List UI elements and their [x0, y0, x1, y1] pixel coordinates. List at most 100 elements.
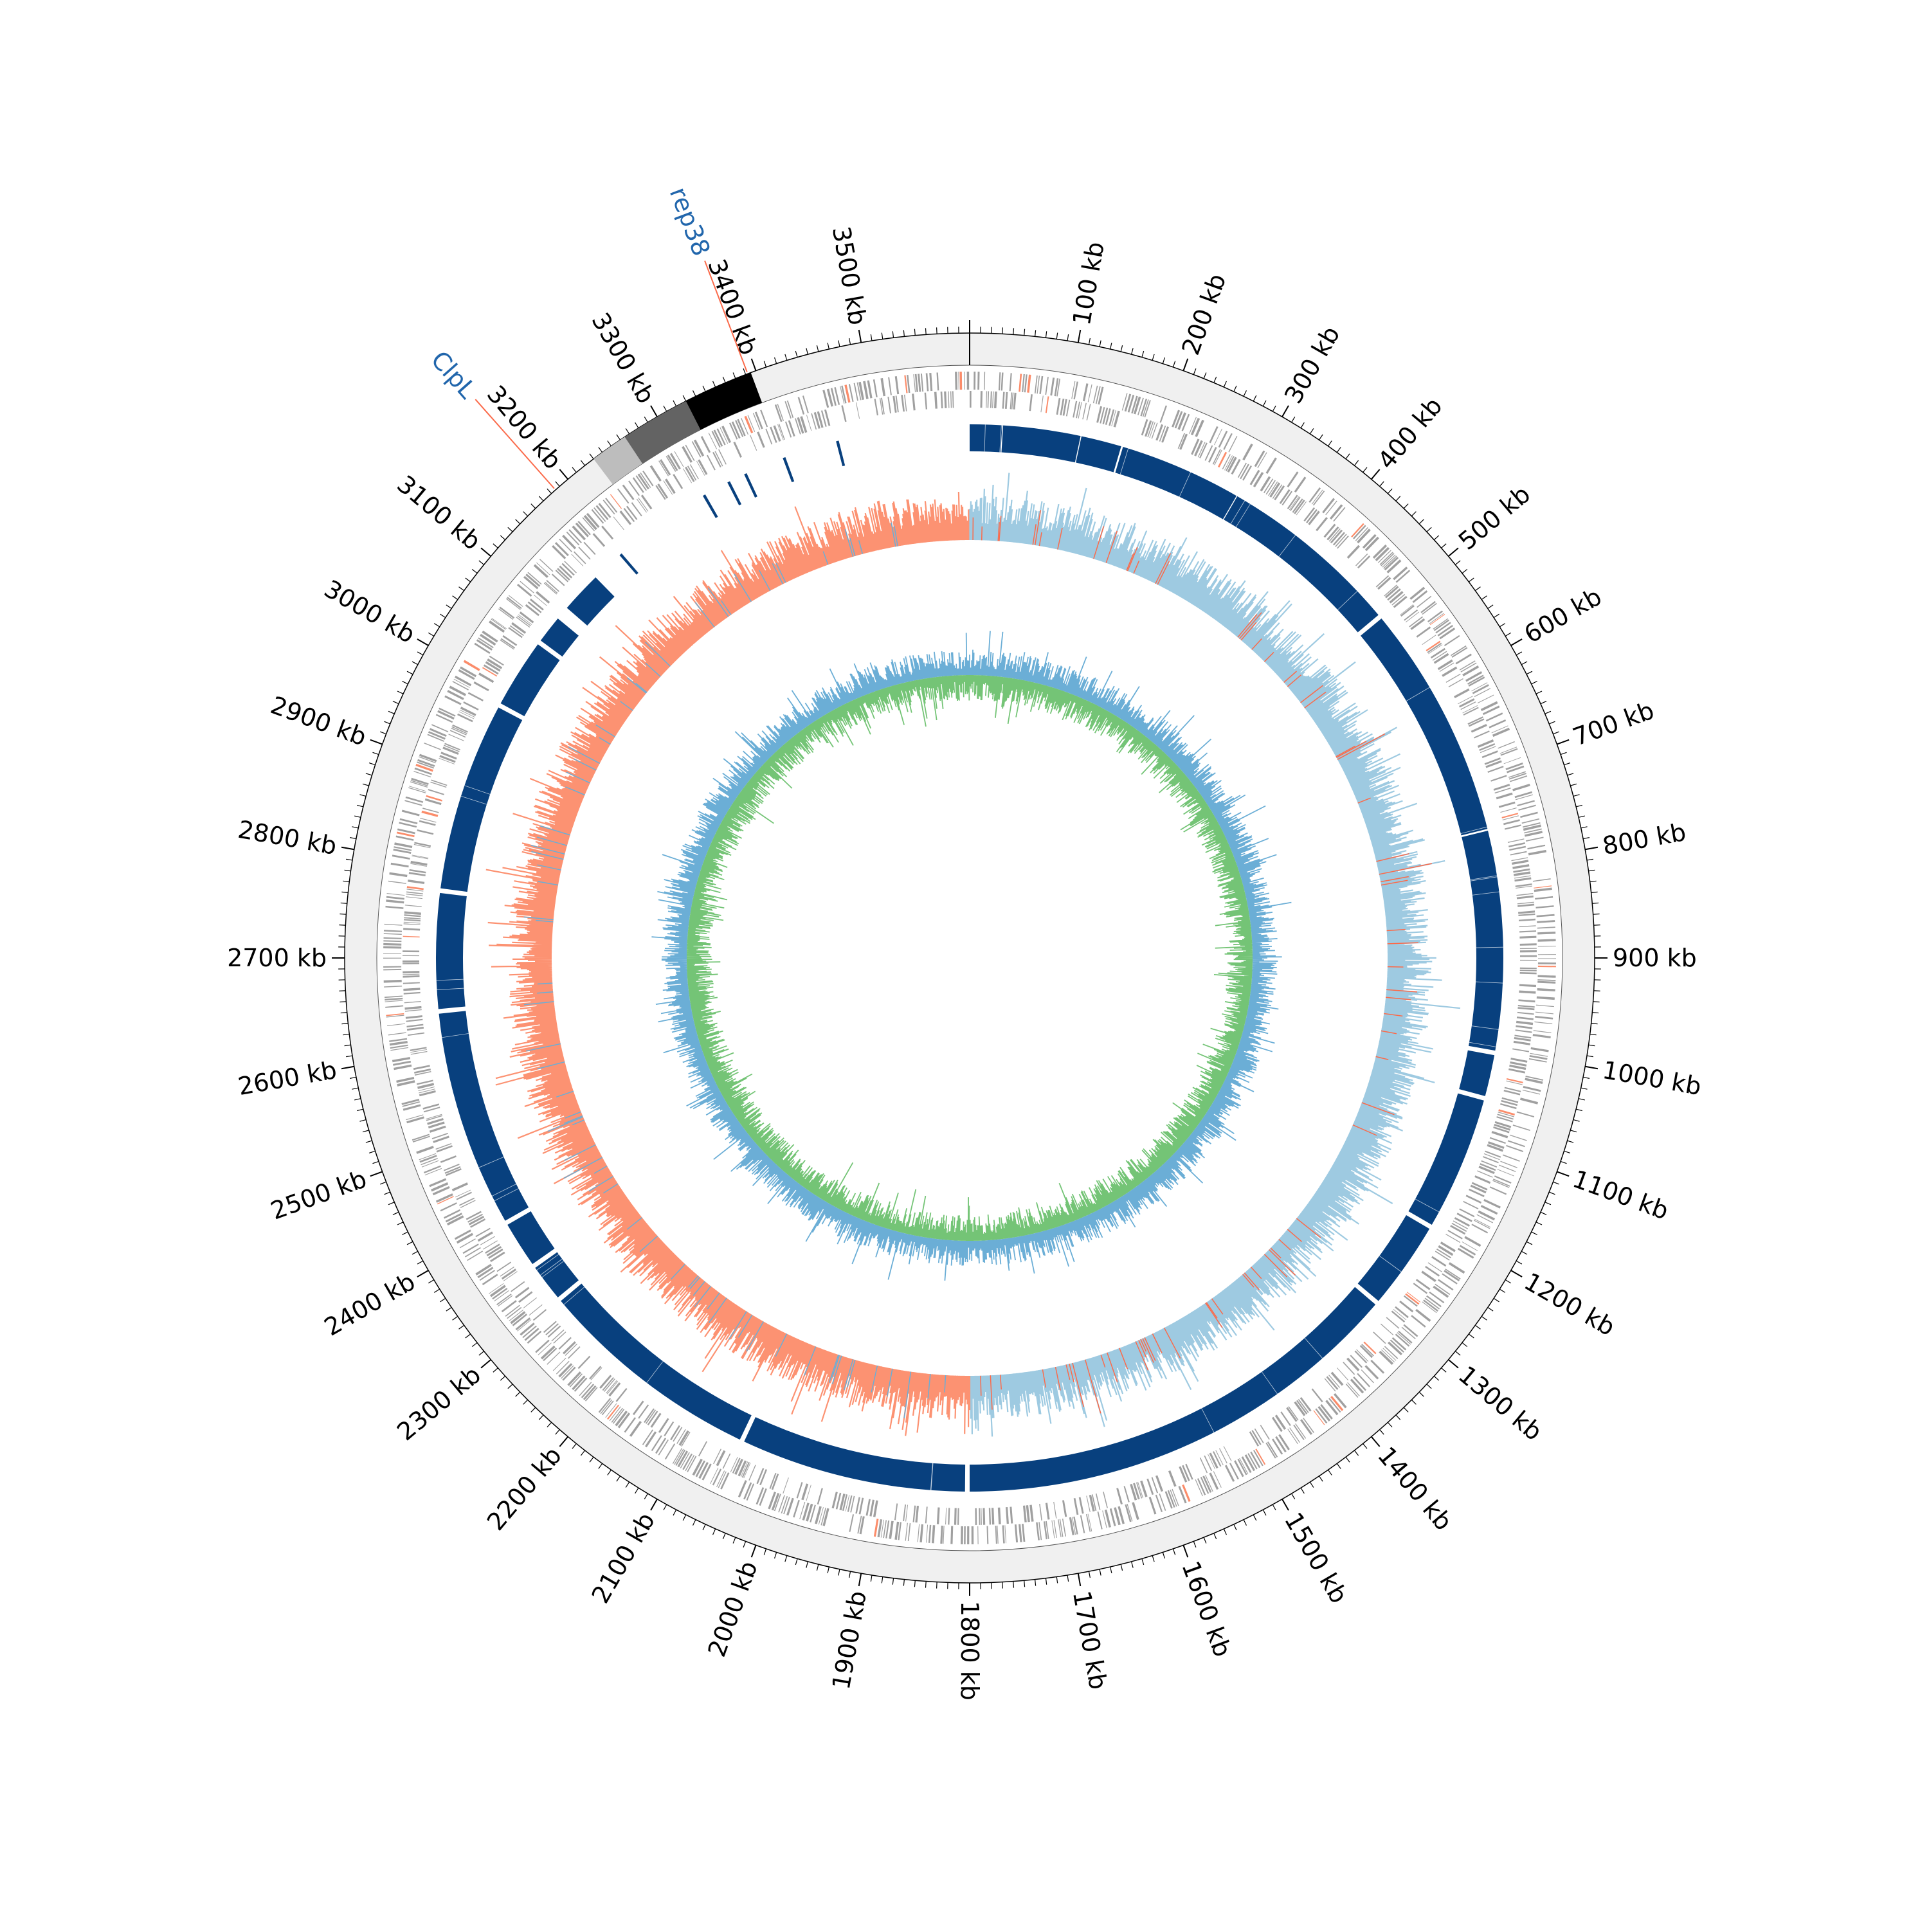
- tick-label: 1400 kb: [1372, 1441, 1458, 1536]
- minor-tick: [1380, 1430, 1384, 1435]
- minor-tick: [1434, 536, 1438, 540]
- minor-tick: [1152, 354, 1154, 361]
- minor-tick: [547, 1422, 552, 1427]
- minor-tick: [363, 1130, 369, 1132]
- minor-tick: [556, 482, 560, 487]
- minor-tick: [453, 1317, 458, 1321]
- minor-tick: [1553, 1182, 1559, 1184]
- minor-tick: [359, 1120, 366, 1122]
- minor-tick: [1581, 1088, 1588, 1089]
- minor-tick: [795, 1558, 797, 1565]
- minor-tick: [1363, 467, 1367, 473]
- minor-tick: [1545, 1202, 1551, 1205]
- minor-tick: [350, 1077, 356, 1078]
- tick-label: 2300 kb: [392, 1360, 486, 1446]
- minor-tick: [644, 1494, 648, 1499]
- minor-tick: [354, 816, 361, 817]
- minor-tick: [1587, 859, 1593, 860]
- minor-tick: [547, 489, 552, 493]
- minor-tick: [412, 1251, 418, 1254]
- minor-tick: [417, 1261, 423, 1264]
- major-tick: [417, 639, 428, 646]
- major-tick: [1078, 1573, 1080, 1586]
- minor-tick: [523, 1400, 528, 1404]
- minor-tick: [366, 773, 372, 775]
- minor-tick: [1587, 1056, 1593, 1057]
- minor-tick: [713, 381, 716, 387]
- minor-tick: [1163, 1552, 1164, 1558]
- minor-tick: [1455, 1351, 1460, 1355]
- tick-label: 3300 kb: [586, 308, 660, 408]
- minor-tick: [1583, 1077, 1589, 1078]
- minor-tick: [828, 1567, 829, 1573]
- minor-tick: [635, 1488, 638, 1493]
- homology-block-2: [1076, 436, 1121, 472]
- gc-skew-minor-positive: [524, 523, 946, 1418]
- major-tick: [1585, 1067, 1598, 1069]
- minor-tick: [1396, 496, 1400, 501]
- minor-tick: [453, 596, 458, 600]
- gc-skew-positive: [970, 473, 1460, 1437]
- minor-tick: [369, 1151, 376, 1153]
- minor-tick: [1411, 512, 1416, 516]
- minor-tick: [1526, 671, 1532, 674]
- minor-tick: [1516, 652, 1522, 655]
- homology-block-17: [440, 707, 522, 892]
- homology-block-18: [501, 644, 560, 716]
- minor-tick: [1568, 1141, 1574, 1142]
- minor-tick: [1132, 1562, 1134, 1568]
- homology-block-11: [744, 1417, 965, 1492]
- major-tick: [1511, 639, 1522, 646]
- major-tick: [559, 469, 568, 479]
- minor-tick: [1475, 1325, 1480, 1329]
- minor-tick: [1292, 1494, 1295, 1499]
- major-tick: [859, 330, 861, 343]
- tick-label: 2900 kb: [267, 691, 370, 751]
- minor-tick: [1272, 406, 1276, 411]
- minor-tick: [388, 711, 394, 714]
- minor-tick: [1035, 1580, 1036, 1586]
- homology-block-0: [970, 424, 1002, 452]
- minor-tick: [608, 441, 611, 446]
- minor-tick: [806, 348, 808, 354]
- minor-tick: [871, 1575, 872, 1582]
- major-tick: [1511, 1270, 1522, 1277]
- minor-tick: [1173, 361, 1175, 367]
- minor-tick: [1499, 1289, 1505, 1292]
- major-tick: [370, 1171, 383, 1176]
- minor-tick: [892, 1578, 893, 1585]
- minor-tick: [472, 569, 477, 573]
- tick-label: 2000 kb: [702, 1557, 763, 1661]
- minor-tick: [764, 361, 766, 367]
- minor-tick: [1434, 1376, 1438, 1380]
- tick-label: 2800 kb: [236, 815, 339, 860]
- minor-tick: [1561, 752, 1566, 754]
- minor-tick: [380, 732, 386, 734]
- minor-tick: [440, 1298, 445, 1301]
- minor-tick: [1568, 773, 1574, 775]
- minor-tick: [1396, 1415, 1400, 1420]
- minor-tick: [828, 343, 829, 349]
- minor-tick: [664, 406, 667, 411]
- homology-block-8: [1408, 1094, 1483, 1225]
- minor-tick: [1521, 662, 1527, 665]
- minor-tick: [1193, 1541, 1196, 1547]
- major-tick: [1557, 1171, 1569, 1176]
- minor-tick: [1583, 838, 1589, 839]
- tick-label: 1300 kb: [1453, 1360, 1548, 1446]
- minor-tick: [1427, 527, 1431, 532]
- minor-tick: [397, 1222, 403, 1225]
- minor-tick: [1380, 482, 1384, 487]
- minor-tick: [1244, 390, 1246, 396]
- minor-tick: [1442, 1368, 1447, 1373]
- major-tick: [1449, 548, 1458, 556]
- major-tick: [1557, 740, 1569, 745]
- major-tick: [370, 740, 383, 745]
- minor-tick: [1536, 691, 1542, 694]
- minor-tick: [1173, 1549, 1175, 1555]
- minor-tick: [1067, 334, 1069, 341]
- tick-label: 2100 kb: [586, 1508, 660, 1608]
- minor-tick: [1462, 569, 1467, 573]
- major-tick: [341, 1067, 354, 1069]
